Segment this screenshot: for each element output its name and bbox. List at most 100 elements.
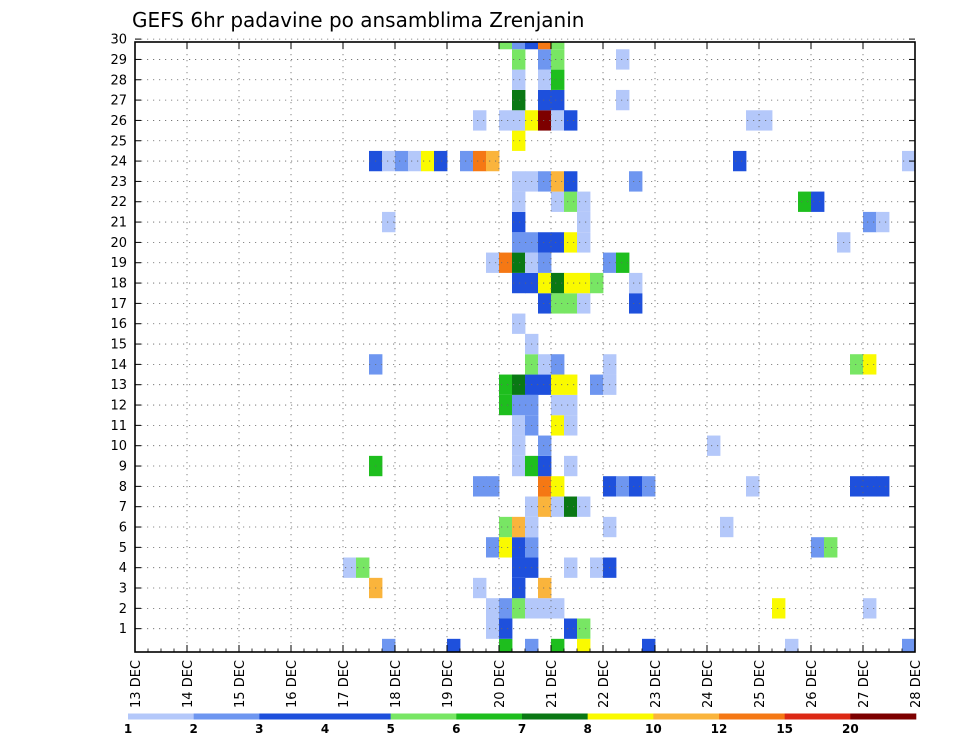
heatmap-cell xyxy=(512,171,526,192)
heatmap-cell xyxy=(512,69,526,90)
y-tick-label: 29 xyxy=(110,53,127,68)
heatmap-cell xyxy=(551,374,565,395)
colorbar-tick-label: 20 xyxy=(842,722,859,736)
heatmap-cell xyxy=(616,476,630,497)
heatmap-cell xyxy=(629,476,643,497)
colorbar-tick-label: 8 xyxy=(583,722,591,736)
y-tick-label: 1 xyxy=(119,622,127,637)
heatmap-cell xyxy=(616,49,630,70)
heatmap-cell xyxy=(564,374,578,395)
heatmap-cell xyxy=(512,557,526,578)
y-tick-label: 18 xyxy=(110,277,127,292)
heatmap-cell xyxy=(551,598,565,619)
heatmap-cell xyxy=(512,415,526,436)
y-tick-label: 6 xyxy=(119,521,127,536)
heatmap-cell xyxy=(551,638,565,652)
heatmap-cell xyxy=(811,191,825,212)
x-tick-label: 21 DEC xyxy=(545,660,560,708)
heatmap-cell xyxy=(460,150,474,172)
x-tick-label: 13 DEC xyxy=(129,660,144,708)
y-tick-label: 5 xyxy=(119,541,127,556)
heatmap-cell xyxy=(616,252,630,273)
heatmap-cell xyxy=(551,42,565,50)
colorbar-tick-label: 3 xyxy=(255,722,263,736)
y-tick-label: 22 xyxy=(110,195,127,210)
heatmap-cell xyxy=(538,455,552,477)
heatmap-cell xyxy=(564,415,578,436)
y-tick-label: 13 xyxy=(110,378,127,393)
heatmap-cell xyxy=(512,435,526,456)
heatmap-cell xyxy=(525,42,539,50)
heatmap-cell xyxy=(512,313,526,334)
heatmap-cell xyxy=(902,638,916,652)
y-tick-label: 20 xyxy=(110,236,127,251)
heatmap-cell xyxy=(720,516,734,538)
heatmap-cell xyxy=(538,89,552,111)
heatmap-cell xyxy=(746,476,760,497)
heatmap-cell xyxy=(629,171,643,192)
heatmap-cell xyxy=(538,69,552,90)
heatmap-cell xyxy=(486,252,500,273)
heatmap-cell xyxy=(499,516,513,538)
heatmap-cell xyxy=(512,516,526,538)
y-tick-label: 24 xyxy=(110,155,127,170)
colorbar-segment xyxy=(325,713,391,720)
heatmap-cell xyxy=(434,150,448,172)
heatmap-cell xyxy=(382,638,396,652)
y-tick-label: 14 xyxy=(110,358,127,373)
heatmap-cell xyxy=(499,638,513,652)
heatmap-cell xyxy=(538,476,552,497)
heatmap-cell xyxy=(512,272,526,294)
heatmap-cell xyxy=(564,455,578,477)
heatmap-cell xyxy=(382,211,396,233)
heatmap-cell xyxy=(538,110,552,131)
x-tick-label: 26 DEC xyxy=(805,660,820,708)
heatmap-cell xyxy=(473,150,487,172)
colorbar-segment xyxy=(456,713,523,720)
heatmap-cell xyxy=(538,293,552,314)
heatmap-cell xyxy=(499,537,513,558)
colorbar-tick-label: 5 xyxy=(386,722,394,736)
heatmap-cell xyxy=(564,496,578,517)
heatmap-cell xyxy=(577,618,591,639)
x-tick-label: 17 DEC xyxy=(337,660,352,708)
heatmap-cell xyxy=(551,232,565,253)
y-tick-label: 27 xyxy=(110,94,127,109)
heatmap-cell xyxy=(512,130,526,151)
x-tick-label: 15 DEC xyxy=(233,660,248,708)
heatmap-cell xyxy=(421,150,435,172)
heatmap-cell xyxy=(538,252,552,273)
heatmap-cell xyxy=(577,496,591,517)
heatmap-cell xyxy=(863,354,877,375)
heatmap-cell xyxy=(551,476,565,497)
colorbar-tick-label: 7 xyxy=(518,722,526,736)
y-tick-label: 16 xyxy=(110,317,127,332)
heatmap-cell xyxy=(811,537,825,558)
heatmap-cell xyxy=(863,211,877,233)
heatmap-cell xyxy=(590,374,604,395)
heatmap-cell xyxy=(512,232,526,253)
heatmap-cell xyxy=(733,150,747,172)
x-tick-label: 22 DEC xyxy=(597,660,612,708)
colorbar-segment xyxy=(850,713,917,720)
y-tick-label: 21 xyxy=(110,216,127,231)
heatmap-cell xyxy=(538,354,552,375)
colorbar-segment xyxy=(587,713,654,720)
colorbar-tick-label: 15 xyxy=(776,722,793,736)
x-tick-label: 14 DEC xyxy=(181,660,196,708)
heatmap-cell xyxy=(564,191,578,212)
heatmap-cell xyxy=(551,354,565,375)
heatmap-cell xyxy=(486,618,500,639)
colorbar-legend: 1 2 3 4 5 6 7 8 10 12 15 20 xyxy=(124,713,917,736)
heatmap-cell xyxy=(577,293,591,314)
x-tick-label: 23 DEC xyxy=(649,660,664,708)
heatmap-cell xyxy=(577,272,591,294)
y-tick-label: 15 xyxy=(110,338,127,353)
colorbar-tick-label: 10 xyxy=(645,722,662,736)
heatmap-cell xyxy=(512,49,526,70)
heatmap-cell xyxy=(876,476,890,497)
y-tick-label: 19 xyxy=(110,256,127,271)
heatmap-cell xyxy=(564,110,578,131)
heatmap-cell xyxy=(382,150,396,172)
heatmap-cell xyxy=(538,577,552,599)
